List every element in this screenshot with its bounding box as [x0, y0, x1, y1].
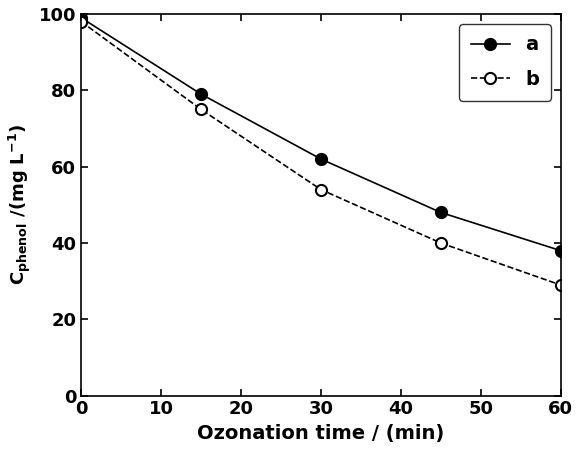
Line: a: a [75, 12, 566, 256]
a [557, 248, 564, 253]
Legend: a, b: a, b [459, 24, 551, 100]
b [437, 240, 444, 246]
Y-axis label: $\mathbf{C_{phenol}}$ $\mathbf{/ (mg\ L^{-1})}$: $\mathbf{C_{phenol}}$ $\mathbf{/ (mg\ L^… [7, 124, 33, 285]
b [78, 19, 85, 24]
b [198, 107, 205, 112]
a [317, 156, 324, 162]
Line: b: b [75, 16, 566, 291]
a [78, 15, 85, 20]
b [317, 187, 324, 192]
X-axis label: Ozonation time / (min): Ozonation time / (min) [197, 424, 444, 443]
a [198, 91, 205, 97]
b [557, 282, 564, 288]
a [437, 210, 444, 215]
